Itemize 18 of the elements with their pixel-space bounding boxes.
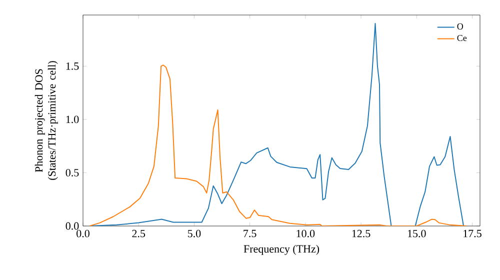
x-tick-label: 0.0 — [76, 230, 90, 238]
x-tick-label: 5.0 — [188, 230, 201, 238]
x-tick-label: 12.5 — [352, 230, 370, 238]
x-axis-title: Frequency (THz) — [244, 244, 320, 255]
legend-label: Ce — [457, 35, 467, 42]
y-tick-label: 1.0 — [66, 116, 79, 124]
x-tick-label: 7.5 — [244, 230, 256, 238]
y-tick-label: 1.5 — [66, 62, 79, 70]
y-tick-label: 0.0 — [66, 222, 79, 230]
x-tick-label: 2.5 — [132, 230, 146, 238]
legend-label: O — [457, 23, 464, 30]
y-axis-title: Phonon projected DOS (States/THz·primitive cell) — [34, 61, 58, 180]
x-tick-label: 10.0 — [296, 230, 315, 238]
line-series — [89, 23, 464, 226]
x-tick-label: 15.0 — [408, 230, 426, 238]
y-tick-label: 0.5 — [66, 168, 79, 176]
x-tick-label: 17.5 — [464, 230, 482, 238]
line-series — [89, 64, 468, 226]
